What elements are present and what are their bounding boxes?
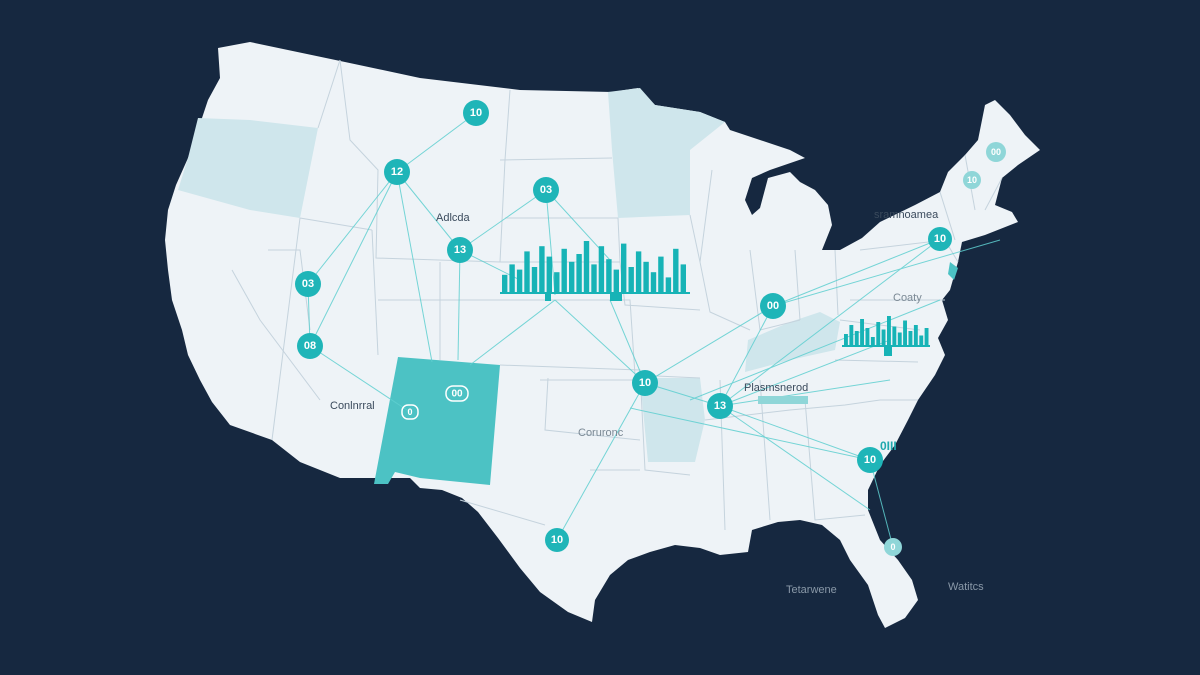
new-jersey-region (948, 262, 958, 280)
bars-center-bar-22 (665, 277, 672, 293)
node-label: 13 (714, 400, 726, 412)
bar-chart-center-tick-2 (610, 293, 622, 301)
bar-chart-east-tick (884, 346, 892, 356)
bars-center-bar-23 (673, 248, 679, 293)
bars-east-bar-2 (854, 331, 859, 346)
node-10-north[interactable]: 10 (463, 100, 489, 126)
label-mid-atlantic: Coaty (893, 292, 922, 304)
node-00-maine[interactable]: 00 (986, 142, 1006, 162)
node-label: 08 (304, 340, 316, 352)
label-offshore-left: Tetarwene (786, 584, 837, 596)
connection-lines (307, 112, 1001, 548)
bar-chart-center-tick-1 (545, 293, 551, 301)
label-southeast-badge: 0III (880, 439, 897, 453)
node-10-texas[interactable]: 10 (545, 528, 569, 552)
node-label: 12 (391, 166, 403, 178)
node-00-ohio[interactable]: 00 (760, 293, 786, 319)
bars-center-bar-10 (576, 254, 582, 293)
minnesota-region (608, 88, 725, 218)
kentucky-region (745, 312, 840, 372)
label-west: Conlnrral (330, 400, 375, 412)
bars-center-bar-7 (554, 272, 560, 293)
node-10-missouri[interactable]: 10 (632, 370, 658, 396)
label-north: Adlcda (436, 212, 471, 224)
bars-east-bar-14 (919, 335, 924, 346)
label-northeast: sramnoamea (874, 209, 939, 221)
bars-center-bar-21 (658, 256, 664, 293)
label-south: Coruronc (578, 427, 624, 439)
node-label: 00 (767, 300, 779, 312)
bars-center-bar-14 (606, 259, 612, 293)
bars-east-bar-0 (844, 334, 848, 346)
new-mexico-region (374, 357, 500, 485)
node-13-wyoming[interactable]: 13 (447, 237, 473, 263)
bars-center-bar-16 (621, 243, 627, 293)
node-label: 10 (551, 534, 563, 546)
bars-east-bar-11 (903, 320, 907, 346)
bars-center-bar-18 (635, 251, 642, 293)
bars-east-bar-4 (865, 328, 870, 346)
bars-center-bar-3 (524, 251, 530, 293)
bars-center-bar-8 (561, 248, 567, 293)
bars-center-bar-15 (613, 269, 619, 293)
node-label: 10 (934, 233, 946, 245)
node-label: 03 (540, 184, 552, 196)
bars-center-bar-1 (509, 264, 515, 293)
badge-text: 00 (451, 389, 463, 400)
node-03-nevada[interactable]: 03 (295, 271, 321, 297)
bars-east-bar-13 (913, 325, 918, 346)
bars-center-bar-19 (643, 261, 649, 293)
node-label: 0 (890, 542, 895, 552)
label-offshore-right: Watitcs (948, 581, 984, 593)
node-label: 10 (639, 377, 651, 389)
arkansas-region (640, 378, 705, 462)
east-label-strip (758, 396, 808, 404)
bars-center-bar-6 (546, 256, 552, 293)
bars-east-bar-1 (849, 325, 854, 346)
bars-east-bar-15 (924, 328, 929, 346)
bars-east-bar-7 (881, 329, 886, 346)
node-label: 10 (470, 107, 482, 119)
bars-center-bar-4 (531, 267, 538, 293)
node-label: 10 (967, 175, 977, 185)
bars-east-bar-9 (892, 326, 897, 346)
bars-center-bar-0 (502, 274, 508, 293)
node-label: 00 (991, 147, 1001, 157)
node-label: 03 (302, 278, 314, 290)
bars-east-bar-8 (887, 316, 891, 346)
node-label: 13 (454, 244, 466, 256)
bars-east-bar-12 (908, 331, 913, 346)
bars-center-bar-20 (650, 272, 657, 293)
new-mexico-badge-1: 00 (445, 385, 469, 402)
bars-center-bar-2 (516, 269, 523, 293)
bars-east-bar-6 (876, 322, 881, 346)
node-12-idaho[interactable]: 12 (384, 159, 410, 185)
bar-chart-east (844, 316, 929, 346)
bars-center-bar-13 (598, 246, 605, 293)
oregon-region (178, 118, 318, 218)
label-east: Plasmsnerod (744, 382, 808, 394)
bars-center-bar-9 (569, 261, 575, 293)
node-10-newyork[interactable]: 10 (928, 227, 952, 251)
node-08-california[interactable]: 08 (297, 333, 323, 359)
bar-chart-center (502, 241, 686, 293)
new-mexico-badge-2: 0 (401, 404, 419, 420)
node-03-dakota[interactable]: 03 (533, 177, 559, 203)
bars-east-bar-10 (897, 332, 902, 346)
bars-center-bar-11 (583, 241, 590, 293)
bars-east-bar-5 (870, 337, 875, 346)
node-0-florida[interactable]: 0 (884, 538, 902, 556)
badge-text: 0 (407, 407, 412, 417)
node-10-vermont[interactable]: 10 (963, 171, 981, 189)
bars-center-bar-12 (591, 264, 597, 293)
bars-east-bar-3 (860, 319, 864, 346)
bars-center-bar-17 (628, 267, 634, 293)
node-13-tennessee[interactable]: 13 (707, 393, 733, 419)
bars-center-bar-24 (680, 264, 686, 293)
bars-center-bar-5 (539, 246, 545, 293)
node-10-carolina[interactable]: 10 (857, 447, 883, 473)
node-label: 10 (864, 454, 876, 466)
